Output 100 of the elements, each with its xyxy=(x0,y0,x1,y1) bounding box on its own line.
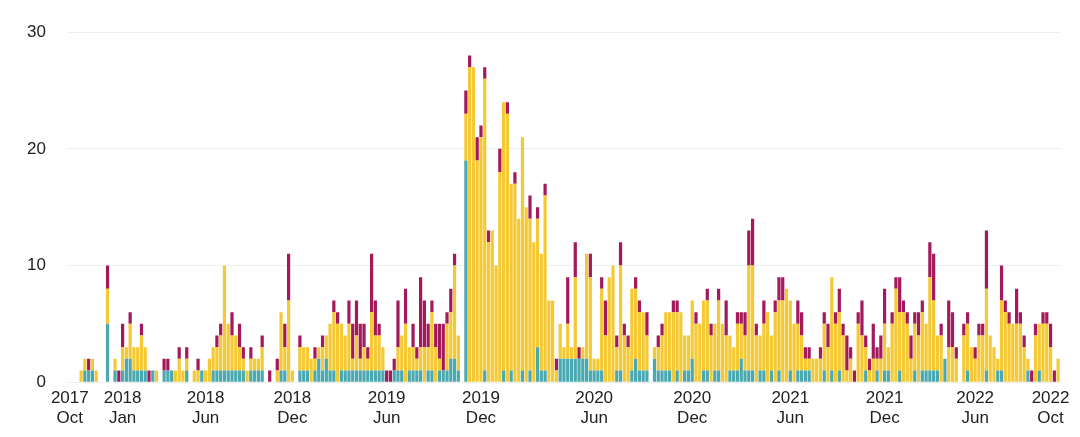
bar xyxy=(939,323,943,336)
bar xyxy=(121,323,125,348)
bar xyxy=(535,347,540,382)
bar xyxy=(192,370,196,382)
bar xyxy=(483,67,487,79)
bar xyxy=(358,370,362,382)
bar xyxy=(554,358,559,371)
bar xyxy=(256,370,261,382)
bar xyxy=(916,312,921,336)
bar xyxy=(939,335,943,382)
bar xyxy=(422,347,426,382)
bar xyxy=(999,370,1004,382)
bar xyxy=(973,347,977,359)
bar xyxy=(464,90,468,114)
bar xyxy=(856,323,860,382)
bar xyxy=(449,288,453,313)
bar xyxy=(400,370,404,382)
bar xyxy=(139,335,144,371)
bar xyxy=(788,370,792,382)
bar xyxy=(558,323,562,359)
bar xyxy=(573,277,577,359)
bar xyxy=(671,312,675,382)
bar xyxy=(833,312,838,324)
y-tick-label: 0 xyxy=(36,371,46,391)
bar xyxy=(1045,312,1049,324)
bar xyxy=(392,358,396,371)
bar xyxy=(826,323,830,348)
x-tick-label: 2018 Dec xyxy=(273,388,312,428)
bar xyxy=(618,370,623,382)
bar xyxy=(675,370,679,382)
bar xyxy=(124,358,128,382)
bar xyxy=(965,312,970,324)
bar xyxy=(566,277,570,324)
bar xyxy=(875,370,879,382)
bar xyxy=(260,347,264,371)
bar xyxy=(234,335,238,371)
bar xyxy=(1041,312,1045,324)
bar xyxy=(196,358,200,371)
bar xyxy=(347,323,351,371)
bar xyxy=(898,370,902,382)
bar xyxy=(166,370,170,382)
bar xyxy=(754,323,758,336)
bar xyxy=(411,370,415,382)
bar xyxy=(283,323,287,348)
bar xyxy=(822,312,826,324)
bar xyxy=(449,358,453,382)
bar xyxy=(615,370,619,382)
bar xyxy=(600,277,604,289)
bar xyxy=(151,370,155,382)
bar xyxy=(1045,323,1049,382)
bar xyxy=(584,358,589,382)
bar xyxy=(535,207,540,219)
bar xyxy=(600,370,604,382)
bar xyxy=(105,265,110,289)
bar xyxy=(743,312,747,336)
bar xyxy=(954,347,958,359)
bar xyxy=(928,277,932,371)
bar xyxy=(200,370,204,382)
bar xyxy=(332,370,336,382)
bar xyxy=(415,347,419,359)
bar xyxy=(803,370,807,382)
bar xyxy=(777,370,781,382)
bar xyxy=(385,370,389,382)
bar xyxy=(667,370,672,382)
bar xyxy=(237,370,242,382)
bar xyxy=(1030,370,1034,382)
bar xyxy=(800,370,804,382)
bar xyxy=(369,312,374,371)
bar xyxy=(558,358,562,382)
bar xyxy=(520,370,525,382)
bar xyxy=(298,335,302,348)
bar xyxy=(185,347,189,359)
bar xyxy=(588,253,592,278)
bar xyxy=(343,370,347,382)
bar xyxy=(396,300,400,348)
bar xyxy=(275,358,279,371)
bar xyxy=(913,370,917,382)
bar xyxy=(894,288,898,382)
bar xyxy=(796,370,800,382)
bar xyxy=(683,370,687,382)
bar xyxy=(196,370,200,382)
bar xyxy=(577,358,581,382)
bar xyxy=(762,370,766,382)
bar xyxy=(339,370,343,382)
bar xyxy=(347,370,351,382)
bar xyxy=(313,347,317,359)
bar xyxy=(298,370,302,382)
bar xyxy=(415,370,419,382)
bar xyxy=(237,323,242,348)
x-tick-label: 2022 Oct xyxy=(1031,388,1070,428)
bar xyxy=(871,323,875,359)
bar xyxy=(1026,370,1030,382)
bar xyxy=(551,300,555,382)
bar xyxy=(837,370,841,382)
bar xyxy=(965,370,970,382)
bar xyxy=(845,335,849,371)
bar xyxy=(83,370,87,382)
bar xyxy=(513,172,517,184)
bar xyxy=(645,312,649,336)
bar xyxy=(286,253,291,301)
